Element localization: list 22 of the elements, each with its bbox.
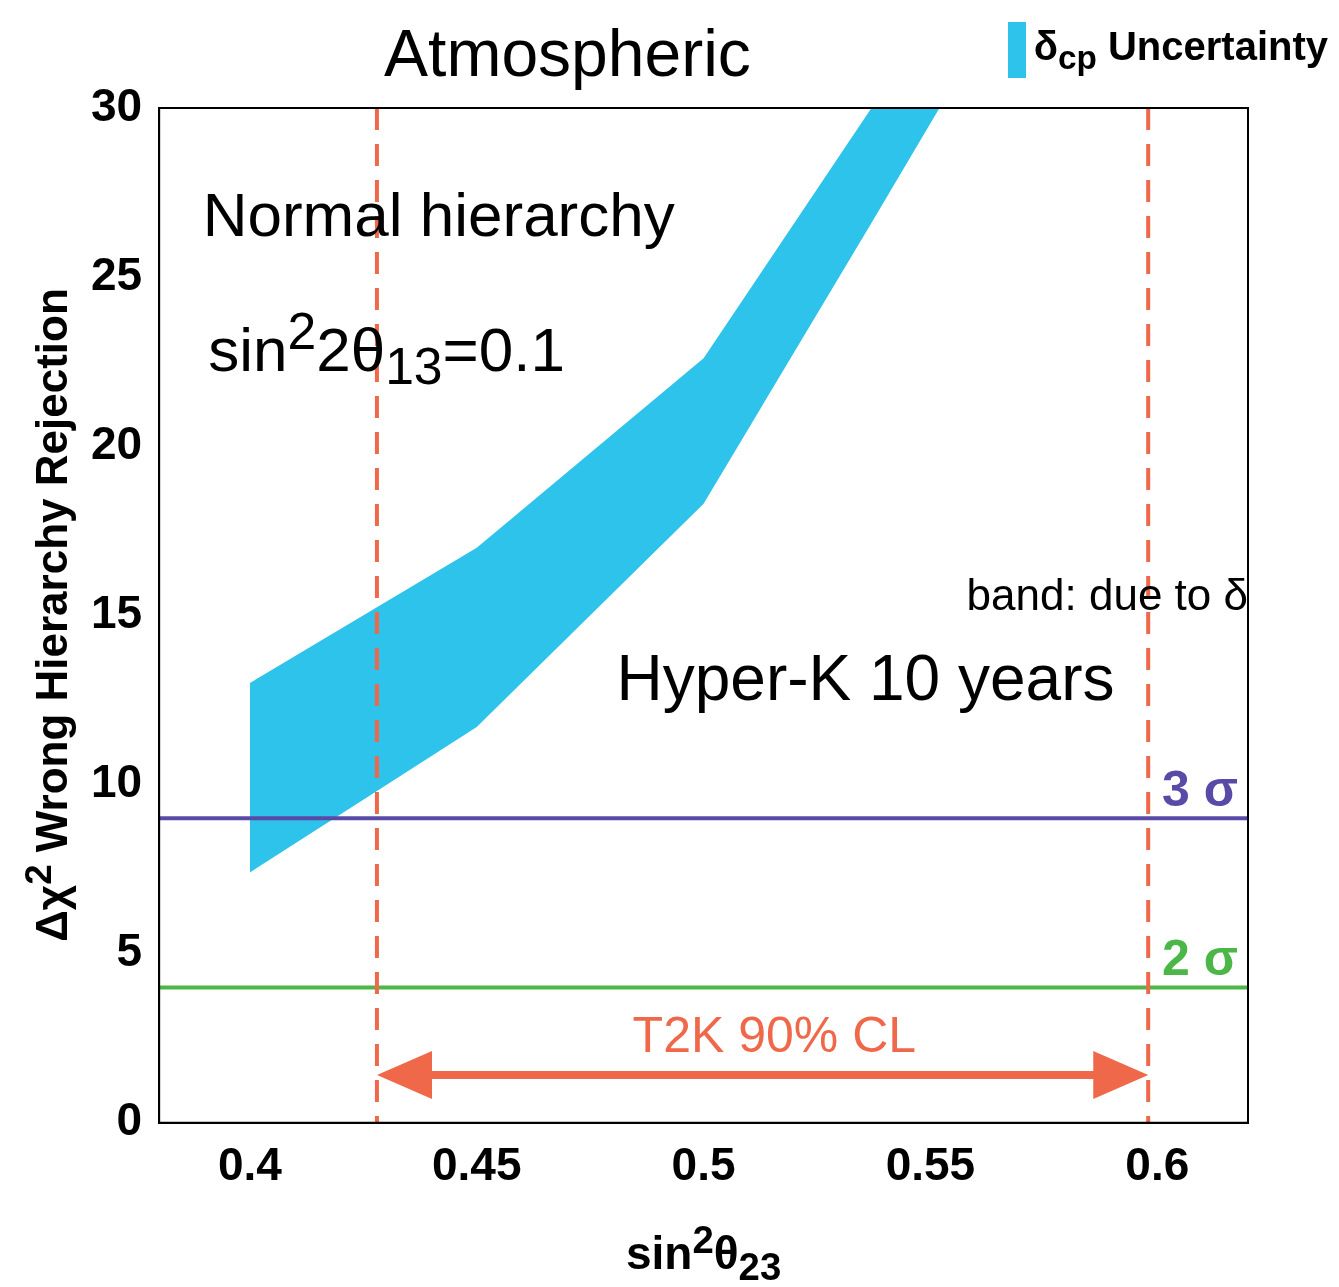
ref-line-label: 3 σ [1162,760,1238,819]
x-tick-label: 0.6 [1125,1138,1190,1191]
x-tick-label: 0.4 [217,1138,283,1191]
ref-line-label: 2 σ [1162,929,1238,988]
x-tick-label: 0.45 [431,1138,522,1191]
y-tick-label: 10 [90,755,143,808]
y-tick-label: 0 [116,1093,143,1146]
y-tick-label: 30 [90,78,143,131]
legend-label: δ$_{cp}$ Uncertainty [1033,23,1328,77]
annotation: Hyper-K 10 years [616,640,1115,715]
chart-title: Atmospheric [383,15,752,92]
y-tick-label: 25 [90,247,143,300]
y-tick-label: 5 [116,924,143,977]
annotation: T2K 90% CL [632,1006,917,1065]
y-tick-label: 20 [90,416,143,469]
x-tick-label: 0.55 [885,1138,976,1191]
annotation: band: due to δ [966,569,1248,620]
y-tick-label: 15 [90,586,143,639]
x-tick-label: 0.5 [671,1138,736,1191]
x-axis-title: sin$^{2}$θ$_{23}$ [624,1218,783,1287]
annotation: sin$^{2}$2θ$_{13}$=0.1 [208,300,565,396]
annotation: Normal hierarchy [202,179,675,251]
